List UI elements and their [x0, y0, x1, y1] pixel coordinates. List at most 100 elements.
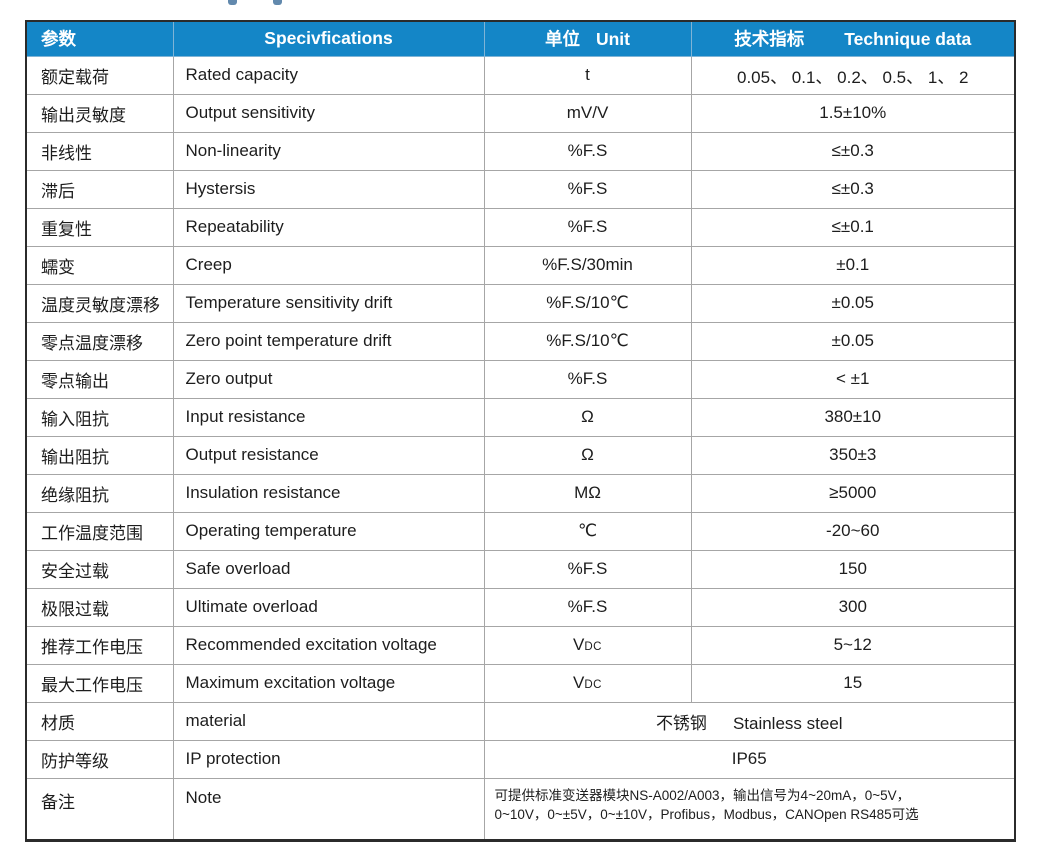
unit-cell: %F.S	[483, 169, 692, 209]
unit-cell: mV/V	[483, 93, 692, 133]
header-unit: 单位 Unit	[483, 20, 692, 57]
param-cell: 极限过载	[25, 587, 174, 627]
param-cell: 输入阻抗	[25, 397, 174, 437]
param-cell: 滞后	[25, 169, 174, 209]
unit-cell: %F.S/10℃	[483, 321, 692, 361]
spec-cell: Operating temperature	[172, 511, 485, 551]
table-row: 重复性 Repeatability %F.S ≤±0.1	[25, 207, 1016, 247]
table-row: 推荐工作电压 Recommended excitation voltage VD…	[25, 625, 1016, 665]
unit-dc-subscript: DC	[584, 679, 602, 691]
table-header: 参数 Specivfications 单位 Unit 技术指标 Technique …	[25, 20, 1016, 57]
value-cell: < ±1	[690, 359, 1016, 399]
param-cell: 重复性	[25, 207, 174, 247]
unit-dc-subscript: DC	[584, 641, 602, 653]
table-row: 非线性 Non-linearity %F.S ≤±0.3	[25, 131, 1016, 171]
spec-cell: Note	[172, 777, 485, 841]
material-zh: 不锈钢	[655, 713, 707, 733]
header-data-zh: 技术指标	[734, 29, 805, 50]
param-cell: 安全过载	[25, 549, 174, 589]
value-cell: ±0.1	[690, 245, 1016, 285]
unit-cell-vdc: VDC	[483, 663, 692, 703]
unit-cell: ℃	[483, 511, 692, 551]
spec-cell: Ultimate overload	[172, 587, 485, 627]
spec-cell: Maximum excitation voltage	[172, 663, 485, 703]
spec-cell: Repeatability	[172, 207, 485, 247]
spec-cell: Zero output	[172, 359, 485, 399]
spec-cell: Non-linearity	[172, 131, 485, 171]
value-cell: 1.5±10%	[690, 93, 1016, 133]
value-cell: 380±10	[690, 397, 1016, 437]
cropped-text-fragment	[273, 0, 282, 5]
header-data-en: Technique data	[844, 29, 972, 50]
cropped-text-fragment	[228, 0, 237, 5]
unit-volts: V	[573, 635, 585, 654]
spec-cell: Zero point temperature drift	[172, 321, 485, 361]
table-row: 零点输出 Zero output %F.S < ±1	[25, 359, 1016, 399]
unit-cell: t	[483, 55, 692, 95]
table-row: 极限过载 Ultimate overload %F.S 300	[25, 587, 1016, 627]
param-cell: 备注	[25, 777, 174, 841]
spec-cell: Temperature sensitivity drift	[172, 283, 485, 323]
note-line-2: 0~10V，0~±5V，0~±10V，Profibus，Modbus，CANOp…	[494, 807, 919, 823]
spec-cell: Creep	[172, 245, 485, 285]
table-row: 输出灵敏度 Output sensitivity mV/V 1.5±10%	[25, 93, 1016, 133]
spec-cell: Insulation resistance	[172, 473, 485, 513]
value-cell: 150	[690, 549, 1016, 589]
header-param: 参数	[25, 20, 174, 57]
value-cell: 350±3	[690, 435, 1016, 475]
value-cell: ≤±0.3	[690, 131, 1016, 171]
header-spec: Specivfications	[172, 20, 485, 57]
note-value-cell: 可提供标准变送器模块NS-A002/A003，输出信号为4~20mA，0~5V，…	[483, 777, 1016, 841]
table-row: 输出阻抗 Output resistance Ω 350±3	[25, 435, 1016, 475]
value-cell: ≤±0.1	[690, 207, 1016, 247]
value-cell: 0.05、 0.1、 0.2、 0.5、 1、 2	[690, 55, 1016, 95]
param-cell: 零点输出	[25, 359, 174, 399]
value-cell: 300	[690, 587, 1016, 627]
table-row: 零点温度漂移 Zero point temperature drift %F.S…	[25, 321, 1016, 361]
param-cell: 蠕变	[25, 245, 174, 285]
param-cell: 工作温度范围	[25, 511, 174, 551]
unit-volts: V	[573, 673, 585, 692]
param-cell: 绝缘阻抗	[25, 473, 174, 513]
spec-cell: material	[172, 701, 485, 741]
table-row: 温度灵敏度漂移 Temperature sensitivity drift %F…	[25, 283, 1016, 323]
spec-cell: Safe overload	[172, 549, 485, 589]
unit-cell: Ω	[483, 435, 692, 475]
param-cell: 输出灵敏度	[25, 93, 174, 133]
spec-cell: Recommended excitation voltage	[172, 625, 485, 665]
material-en: Stainless steel	[732, 713, 843, 733]
param-cell: 非线性	[25, 131, 174, 171]
unit-cell: %F.S	[483, 131, 692, 171]
header-unit-en: Unit	[595, 29, 631, 50]
unit-cell: %F.S/30min	[483, 245, 692, 285]
table-row: 工作温度范围 Operating temperature ℃ -20~60	[25, 511, 1016, 551]
specifications-table: 参数 Specivfications 单位 Unit 技术指标 Technique …	[25, 20, 1016, 842]
unit-cell: %F.S	[483, 587, 692, 627]
value-cell: 5~12	[690, 625, 1016, 665]
param-cell: 推荐工作电压	[25, 625, 174, 665]
spec-cell: Input resistance	[172, 397, 485, 437]
note-row: 备注 Note 可提供标准变送器模块NS-A002/A003，输出信号为4~20…	[25, 777, 1016, 841]
param-cell: 额定载荷	[25, 55, 174, 95]
unit-cell: MΩ	[483, 473, 692, 513]
ip-value-cell: IP65	[483, 739, 1016, 779]
value-cell: 15	[690, 663, 1016, 703]
value-cell: ≥5000	[690, 473, 1016, 513]
param-cell: 零点温度漂移	[25, 321, 174, 361]
param-cell: 输出阻抗	[25, 435, 174, 475]
value-cell: ±0.05	[690, 283, 1016, 323]
unit-cell: %F.S	[483, 207, 692, 247]
spec-cell: Output sensitivity	[172, 93, 485, 133]
ip-row: 防护等级 IP protection IP65	[25, 739, 1016, 779]
unit-cell-vdc: VDC	[483, 625, 692, 665]
param-cell: 最大工作电压	[25, 663, 174, 703]
table-row: 安全过载 Safe overload %F.S 150	[25, 549, 1016, 589]
param-cell: 防护等级	[25, 739, 174, 779]
value-cell: -20~60	[690, 511, 1016, 551]
spec-cell: Rated capacity	[172, 55, 485, 95]
unit-cell: Ω	[483, 397, 692, 437]
table-row: 最大工作电压 Maximum excitation voltage VDC 15	[25, 663, 1016, 703]
table-row: 额定载荷 Rated capacity t 0.05、 0.1、 0.2、 0.…	[25, 55, 1016, 95]
value-cell: ±0.05	[690, 321, 1016, 361]
header-data: 技术指标 Technique data	[690, 20, 1016, 57]
